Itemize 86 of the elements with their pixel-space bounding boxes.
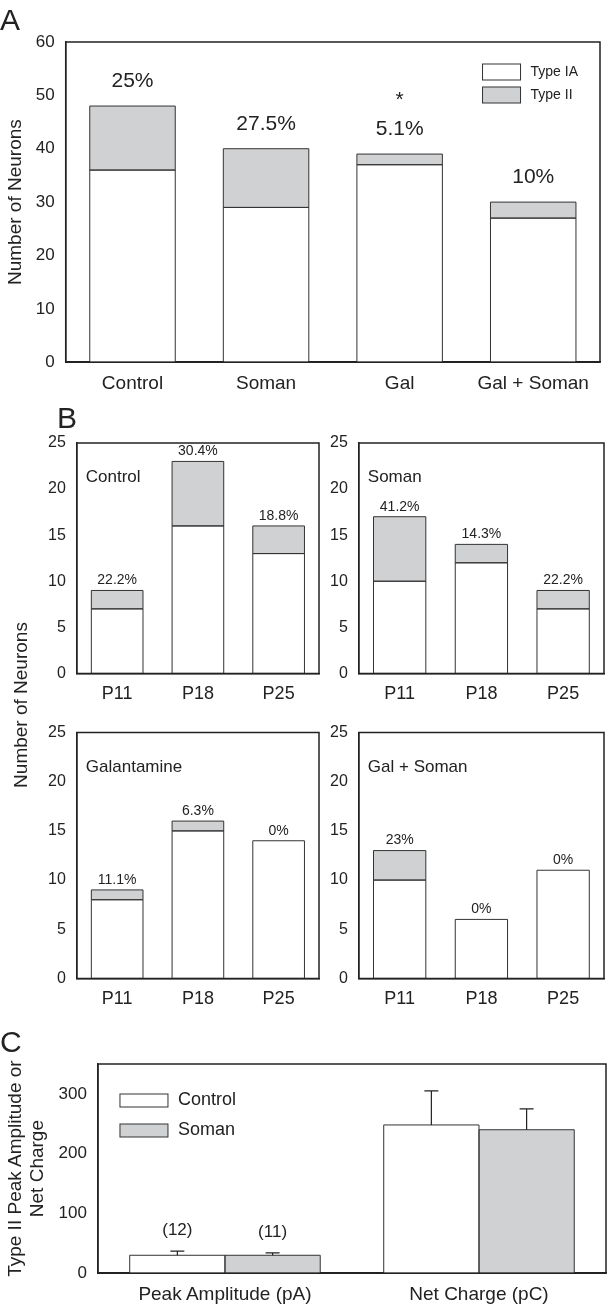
y-tick-label: 15 [48, 525, 66, 543]
y-tick-label: 0 [56, 968, 66, 986]
y-tick-label: 60 [35, 31, 55, 51]
y-tick-label: 50 [35, 85, 55, 105]
text: Gal + Soman [367, 756, 468, 776]
legend-label: Control [177, 1089, 236, 1110]
y-axis-title: Number of Neurons [3, 119, 25, 285]
x-tick-label: Peak Amplitude (pA) [138, 1282, 312, 1304]
x-tick-label: P11 [384, 683, 416, 704]
annotation: 0% [471, 900, 492, 917]
y-tick-label: 10 [48, 870, 66, 888]
y-tick-label: 30 [35, 191, 55, 211]
y-tick-label: 10 [35, 298, 55, 318]
y-tick-label: 10 [330, 571, 348, 589]
legend-label: Type IA [530, 62, 579, 79]
x-tick-label: Gal [384, 371, 415, 393]
annotation: 14.3% [461, 525, 502, 542]
y-tick-label: 0 [338, 663, 348, 681]
annotation: * [395, 87, 404, 111]
y-tick-label: 20 [48, 772, 66, 790]
y-tick-label: 20 [35, 245, 55, 265]
y-tick-label: 40 [35, 138, 55, 158]
annotation: 18.8% [258, 506, 299, 523]
x-tick-label: P25 [262, 988, 295, 1009]
y-tick-label: 25 [330, 433, 348, 451]
x-tick-label: P18 [181, 988, 214, 1009]
x-tick-label: P18 [181, 683, 214, 704]
annotation: 25% [111, 68, 154, 92]
annotation: 30.4% [178, 442, 218, 459]
annotation: 0% [553, 851, 574, 868]
y-tick-label: 5 [338, 919, 348, 937]
y-tick-label: 0 [77, 1262, 87, 1282]
y-tick-label: 20 [330, 772, 348, 790]
x-tick-label: P11 [101, 988, 133, 1009]
y-tick-label: 300 [58, 1083, 87, 1103]
text: Soman [367, 467, 422, 487]
y-tick-label: 200 [58, 1143, 87, 1163]
annotation: 23% [385, 831, 414, 848]
y-tick-label: 0 [338, 968, 348, 986]
y-tick-label: 10 [330, 870, 348, 888]
annotation: 10% [512, 164, 555, 188]
y-tick-label: 15 [48, 821, 66, 839]
annotation: 0% [268, 821, 289, 838]
y-axis-title: Number of Neurons [10, 622, 32, 788]
annotation: 11.1% [97, 870, 137, 887]
text: Galantamine [85, 756, 183, 776]
y-tick-label: 0 [56, 663, 66, 681]
text: Control [85, 467, 141, 487]
annotation: 6.3% [181, 801, 214, 818]
annotation: 27.5% [236, 111, 296, 135]
y-tick-label: 10 [48, 571, 66, 589]
y-tick-label: 25 [330, 723, 348, 741]
x-tick-label: P25 [547, 683, 580, 704]
chart-title: C [0, 1025, 22, 1059]
y-axis-title: Type II Peak Amplitude or Net Charge [3, 1059, 48, 1277]
annotation: (12) [162, 1220, 193, 1240]
annotation: 22.2% [97, 571, 138, 588]
y-tick-label: 5 [56, 919, 66, 937]
x-tick-label: P18 [465, 988, 498, 1009]
y-tick-label: 5 [56, 617, 66, 635]
annotation: (11) [258, 1222, 288, 1242]
x-tick-label: Net Charge (pC) [409, 1282, 549, 1304]
legend-label: Soman [177, 1119, 236, 1140]
x-tick-label: Soman [235, 371, 297, 393]
legend-label: Type II [530, 85, 573, 102]
y-tick-label: 20 [330, 479, 348, 497]
x-tick-label: P25 [262, 683, 295, 704]
y-tick-label: 25 [48, 433, 66, 451]
x-tick-label: P11 [384, 988, 416, 1009]
y-tick-label: 20 [48, 479, 66, 497]
x-tick-label: P25 [547, 988, 580, 1009]
annotation: 5.1% [375, 116, 424, 140]
y-tick-label: 15 [330, 525, 348, 543]
y-tick-label: 5 [338, 617, 348, 635]
chart-title: A [0, 3, 21, 37]
text: B [57, 401, 78, 435]
annotation: 22.2% [543, 571, 583, 588]
y-tick-label: 0 [45, 351, 55, 371]
x-tick-label: Gal + Soman [477, 371, 589, 393]
y-tick-label: 100 [58, 1203, 87, 1223]
x-tick-label: P18 [465, 683, 498, 704]
annotation: 41.2% [379, 497, 420, 514]
y-tick-label: 15 [330, 821, 348, 839]
x-tick-label: Control [101, 371, 164, 393]
x-tick-label: P11 [101, 683, 133, 704]
y-tick-label: 25 [48, 723, 66, 741]
